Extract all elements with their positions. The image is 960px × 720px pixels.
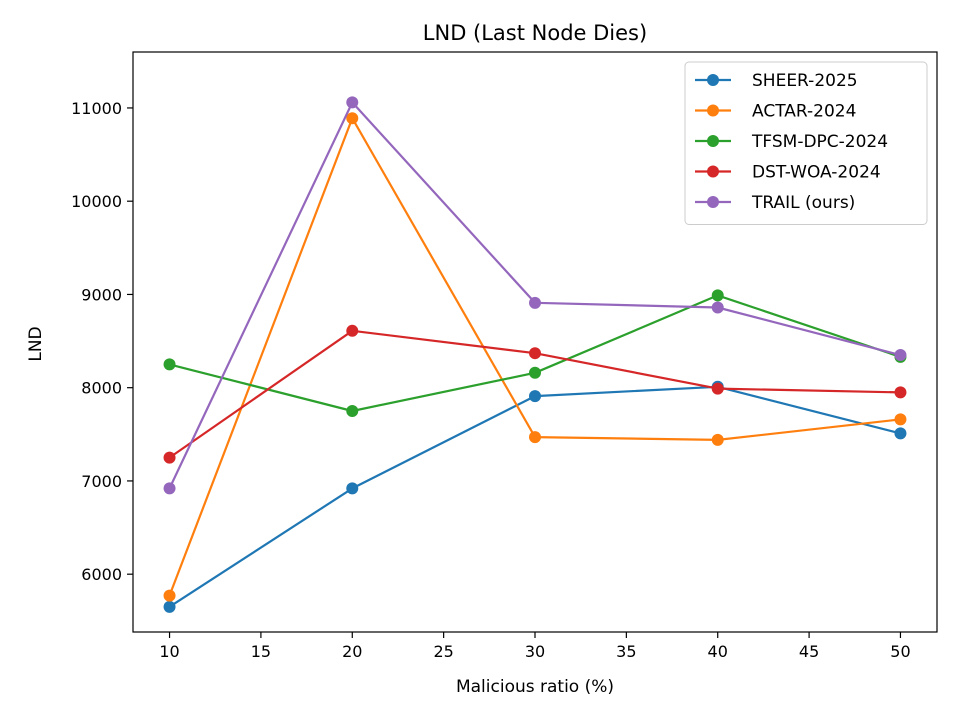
data-point	[163, 482, 176, 495]
legend-swatch-marker	[707, 135, 719, 147]
x-tick-label: 35	[616, 642, 636, 661]
data-point	[529, 347, 541, 360]
x-tick-label: 50	[890, 642, 910, 661]
plot-area: 10 15 20 25 30 35 40 45 50 6000 7000 8000 9000 10000 1…	[71, 51, 938, 661]
data-point	[894, 349, 907, 362]
data-point	[346, 405, 359, 418]
data-point	[894, 386, 907, 399]
y-tick-label: 6000	[81, 565, 122, 584]
data-point	[346, 112, 359, 125]
data-point	[711, 382, 724, 395]
data-point	[894, 413, 907, 426]
data-point	[346, 96, 359, 109]
y-tick-label: 9000	[81, 285, 122, 304]
x-tick-label: 40	[708, 642, 728, 661]
y-tick-label: 7000	[81, 472, 122, 491]
x-tick-label: 20	[342, 642, 362, 661]
x-tick-label: 45	[799, 642, 819, 661]
legend-swatch-marker	[707, 165, 719, 178]
legend: SHEER-2025 ACTAR-2024 TFSM-DPC-2024 DST-WOA…	[684, 61, 928, 225]
legend-box	[684, 61, 928, 225]
x-axis-label: Malicious ratio (%)	[456, 677, 614, 697]
y-axis-label: LND	[26, 326, 46, 361]
chart-title: LND (Last Node Dies)	[423, 21, 647, 45]
legend-swatch-marker	[707, 74, 719, 86]
data-point	[529, 390, 541, 403]
legend-swatch-marker	[707, 196, 719, 208]
data-point	[711, 433, 724, 446]
y-tick-label: 11000	[71, 99, 122, 118]
data-point	[163, 600, 176, 613]
data-point	[529, 431, 541, 444]
data-point	[163, 451, 176, 464]
x-tick-label: 25	[433, 642, 453, 661]
data-point	[711, 289, 724, 302]
axes-frame	[132, 51, 938, 633]
data-point	[711, 301, 724, 314]
legend-label: TRAIL (ours)	[751, 193, 855, 213]
legend-label: SHEER-2025	[752, 71, 858, 91]
data-point	[346, 482, 359, 495]
legend-label: TFSM-DPC-2024	[751, 132, 888, 152]
y-tick-label: 8000	[81, 379, 122, 398]
x-tick-label: 10	[159, 642, 179, 661]
data-point	[529, 296, 541, 309]
legend-label: ACTAR-2024	[752, 102, 856, 122]
data-point	[163, 589, 176, 602]
x-tick-label: 30	[525, 642, 545, 661]
data-point	[894, 427, 907, 440]
data-point	[529, 366, 541, 379]
legend-label: DST-WOA-2024	[752, 163, 881, 183]
y-tick-label: 10000	[71, 192, 122, 211]
data-point	[163, 358, 176, 371]
legend-swatch-marker	[707, 104, 719, 117]
x-tick-label: 15	[251, 642, 271, 661]
series-line-0	[168, 385, 901, 608]
data-point	[346, 324, 359, 337]
